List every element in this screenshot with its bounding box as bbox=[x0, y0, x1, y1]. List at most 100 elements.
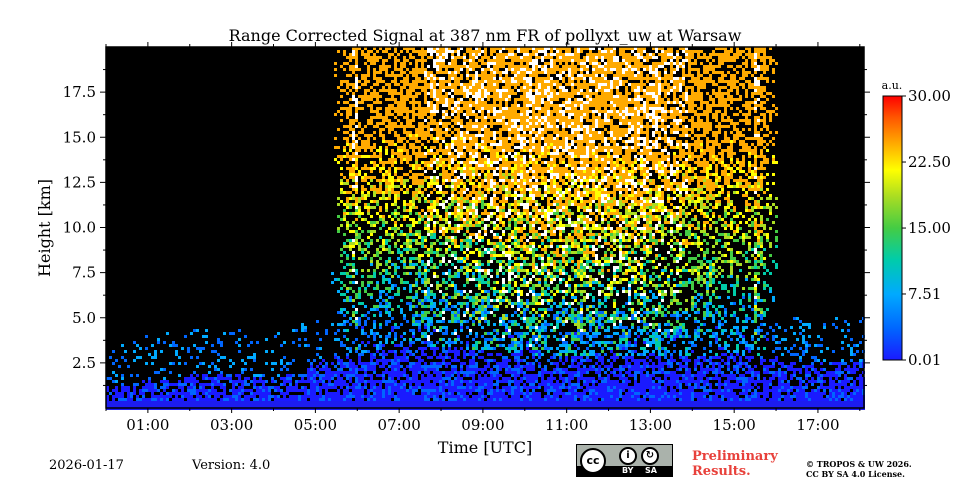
heatmap-cell bbox=[490, 47, 493, 50]
heatmap-cell bbox=[445, 173, 448, 176]
heatmap-cell bbox=[484, 296, 487, 299]
heatmap-cell bbox=[373, 380, 376, 383]
heatmap-cell bbox=[502, 389, 505, 392]
heatmap-cell bbox=[166, 395, 169, 398]
heatmap-cell bbox=[442, 47, 445, 50]
heatmap-cell bbox=[472, 110, 475, 113]
heatmap-cell bbox=[277, 332, 280, 335]
heatmap-cell bbox=[214, 389, 217, 392]
heatmap-cell bbox=[346, 287, 349, 290]
heatmap-cell bbox=[148, 377, 151, 380]
heatmap-cell bbox=[481, 101, 484, 104]
heatmap-cell bbox=[469, 137, 472, 140]
heatmap-cell bbox=[301, 380, 304, 383]
heatmap-cell bbox=[409, 131, 412, 134]
heatmap-cell bbox=[418, 191, 421, 194]
heatmap-cell bbox=[487, 95, 490, 98]
heatmap-cell bbox=[349, 119, 352, 122]
heatmap-cell bbox=[382, 398, 385, 401]
heatmap-cell bbox=[466, 341, 469, 344]
heatmap-cell bbox=[484, 167, 487, 170]
heatmap-cell bbox=[334, 62, 337, 65]
heatmap-cell bbox=[427, 116, 430, 119]
heatmap-cell bbox=[490, 206, 493, 209]
heatmap-cell bbox=[211, 392, 214, 395]
heatmap-cell bbox=[376, 305, 379, 308]
heatmap-cell bbox=[355, 125, 358, 128]
heatmap-cell bbox=[412, 110, 415, 113]
heatmap-cell bbox=[355, 206, 358, 209]
heatmap-cell bbox=[208, 398, 211, 401]
heatmap-cell bbox=[412, 194, 415, 197]
heatmap-cell bbox=[466, 335, 469, 338]
heatmap-cell bbox=[187, 395, 190, 398]
heatmap-cell bbox=[448, 77, 451, 80]
heatmap-cell bbox=[367, 362, 370, 365]
heatmap-cell bbox=[466, 311, 469, 314]
heatmap-cell bbox=[400, 65, 403, 68]
heatmap-cell bbox=[502, 158, 505, 161]
heatmap-cell bbox=[481, 311, 484, 314]
heatmap-cell bbox=[454, 71, 457, 74]
heatmap-cell bbox=[445, 176, 448, 179]
heatmap-cell bbox=[310, 386, 313, 389]
heatmap-cell bbox=[271, 350, 274, 353]
heatmap-cell bbox=[481, 125, 484, 128]
heatmap-cell bbox=[445, 68, 448, 71]
heatmap-cell bbox=[358, 173, 361, 176]
heatmap-cell bbox=[499, 227, 502, 230]
heatmap-cell bbox=[415, 77, 418, 80]
heatmap-cell bbox=[469, 245, 472, 248]
heatmap-cell bbox=[382, 86, 385, 89]
heatmap-cell bbox=[367, 368, 370, 371]
heatmap-cell bbox=[322, 374, 325, 377]
heatmap-cell bbox=[376, 92, 379, 95]
heatmap-cell bbox=[445, 236, 448, 239]
heatmap-cell bbox=[166, 383, 169, 386]
heatmap-cell bbox=[361, 179, 364, 182]
heatmap-cell bbox=[376, 164, 379, 167]
heatmap-cell bbox=[454, 380, 457, 383]
heatmap-cell bbox=[418, 218, 421, 221]
heatmap-cell bbox=[412, 47, 415, 50]
heatmap-cell bbox=[406, 92, 409, 95]
heatmap-cell bbox=[445, 122, 448, 125]
heatmap-cell bbox=[433, 146, 436, 149]
heatmap-cell bbox=[322, 365, 325, 368]
heatmap-cell bbox=[265, 350, 268, 353]
heatmap-cell bbox=[346, 179, 349, 182]
heatmap-cell bbox=[331, 371, 334, 374]
heatmap-cell bbox=[487, 206, 490, 209]
heatmap-cell bbox=[424, 113, 427, 116]
heatmap-cell bbox=[394, 59, 397, 62]
heatmap-cell bbox=[277, 374, 280, 377]
heatmap-cell bbox=[361, 191, 364, 194]
heatmap-cell bbox=[457, 197, 460, 200]
heatmap-cell bbox=[346, 200, 349, 203]
heatmap-cell bbox=[457, 179, 460, 182]
heatmap-cell bbox=[355, 200, 358, 203]
heatmap-cell bbox=[403, 272, 406, 275]
heatmap-cell bbox=[379, 401, 382, 404]
heatmap-cell bbox=[418, 71, 421, 74]
heatmap-cell bbox=[385, 230, 388, 233]
heatmap-cell bbox=[409, 362, 412, 365]
heatmap-cell bbox=[451, 53, 454, 56]
heatmap-cell bbox=[436, 98, 439, 101]
heatmap-cell bbox=[466, 380, 469, 383]
heatmap-cell bbox=[421, 398, 424, 401]
heatmap-cell bbox=[391, 161, 394, 164]
heatmap-cell bbox=[484, 155, 487, 158]
heatmap-cell bbox=[394, 386, 397, 389]
heatmap-cell bbox=[385, 272, 388, 275]
heatmap-cell bbox=[415, 293, 418, 296]
heatmap-cell bbox=[355, 377, 358, 380]
heatmap-cell bbox=[346, 275, 349, 278]
heatmap-cell bbox=[370, 293, 373, 296]
heatmap-cell bbox=[436, 404, 439, 407]
heatmap-cell bbox=[463, 296, 466, 299]
heatmap-cell bbox=[376, 107, 379, 110]
heatmap-cell bbox=[502, 314, 505, 317]
heatmap-cell bbox=[373, 389, 376, 392]
heatmap-cell bbox=[211, 389, 214, 392]
